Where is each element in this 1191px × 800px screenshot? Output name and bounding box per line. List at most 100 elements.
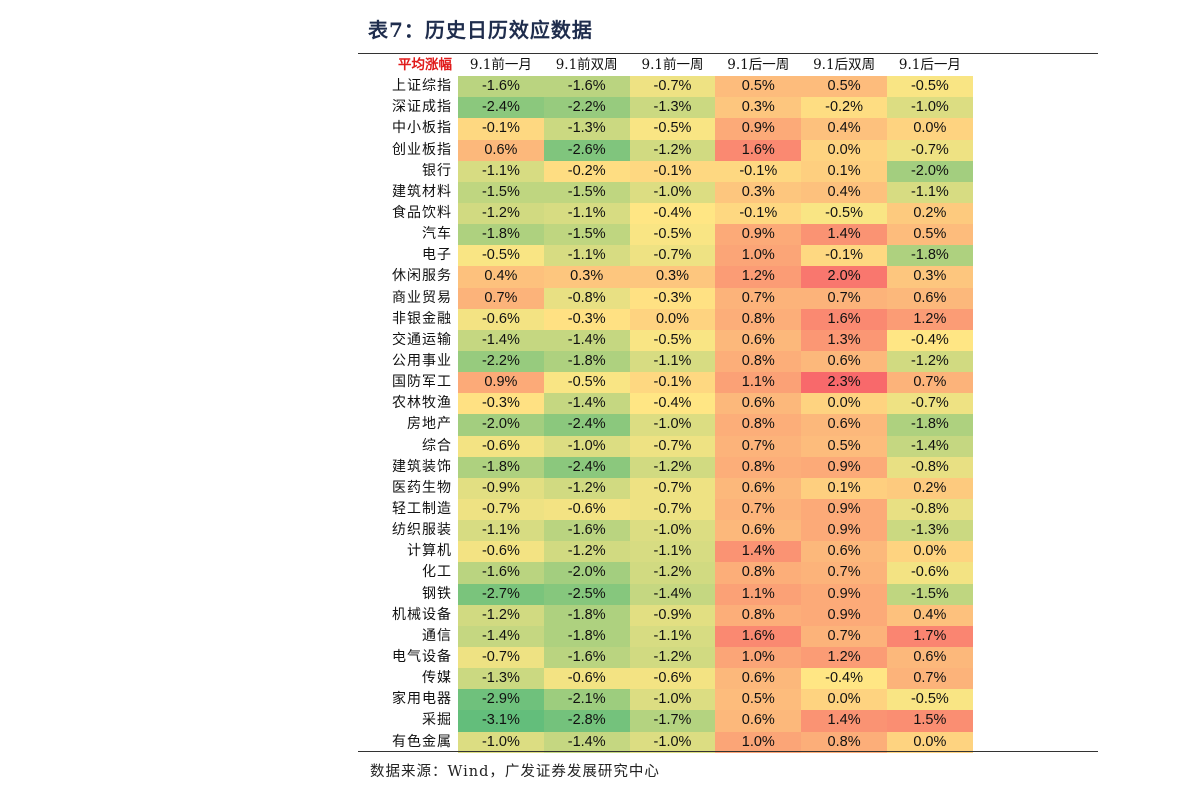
table-row: 综合 -0.6% -1.0% -0.7% 0.7% 0.5% -1.4% [358,435,973,457]
heat-cell: -0.1% [629,160,716,182]
heat-cell: 0.5% [801,435,887,457]
heat-cell: 1.0% [715,646,802,669]
heat-cell: -0.3% [458,393,544,415]
heat-cell: -1.8% [458,224,544,246]
heat-cell: -0.5% [629,118,716,140]
heat-cell: -2.0% [543,562,630,584]
heat-cell: 0.1% [801,160,887,182]
heat-cell: 0.7% [801,562,887,584]
table-row: 电气设备 -0.7% -1.6% -1.2% 1.0% 1.2% 0.6% [358,646,973,669]
heat-cell: -0.6% [543,498,630,521]
table-title: 表7：历史日历效应数据 [368,18,593,42]
row-label: 汽车 [422,226,452,243]
table-row: 电子 -0.5% -1.1% -0.7% 1.0% -0.1% -1.8% [358,245,973,267]
row-label: 采掘 [422,712,452,729]
heat-cell: -0.7% [629,477,716,499]
column-header: 9.1后一周 [727,57,790,74]
heat-cell: 0.0% [801,139,887,161]
heat-cell: 0.0% [886,118,973,140]
heat-cell: 1.6% [715,625,802,647]
corner-label: 平均涨幅 [398,57,452,74]
heat-cell: 0.9% [801,456,887,478]
heat-cell: -1.4% [886,435,973,457]
heat-cell: -2.4% [543,456,630,478]
heat-cell: -0.1% [629,372,716,394]
table-row: 交通运输 -1.4% -1.4% -0.5% 0.6% 1.3% -0.4% [358,329,973,351]
row-label: 化工 [422,564,452,581]
heat-cell: -1.4% [543,731,630,753]
heat-cell: 0.9% [715,118,802,140]
table-row: 建筑材料 -1.5% -1.5% -1.0% 0.3% 0.4% -1.1% [358,181,973,203]
heat-cell: 0.4% [801,181,887,203]
heat-cell: -1.0% [629,414,716,436]
heat-cell: -0.4% [801,668,887,690]
row-label: 创业板指 [392,141,452,158]
heat-cell: 0.6% [801,350,887,373]
heat-cell: -0.7% [886,393,973,415]
table-row: 采掘 -3.1% -2.8% -1.7% 0.6% 1.4% 1.5% [358,710,973,732]
table-row: 商业贸易 0.7% -0.8% -0.3% 0.7% 0.7% 0.6% [358,287,973,309]
heat-cell: -2.2% [543,97,630,119]
heat-cell: 0.8% [715,414,802,436]
row-label: 纺织服装 [392,522,452,539]
heat-cell: 0.9% [715,224,802,246]
heat-cell: -1.1% [543,202,630,225]
row-label: 农林牧渔 [392,395,452,412]
heat-cell: 0.7% [801,287,887,309]
row-label: 综合 [422,437,452,454]
heat-cell: 0.7% [886,668,973,690]
heat-cell: 0.7% [801,625,887,647]
heat-cell: -1.8% [886,245,973,267]
heat-cell: -0.2% [543,160,630,182]
heat-cell: -0.6% [458,541,544,563]
row-label: 建筑材料 [392,183,452,200]
heat-cell: -1.2% [629,562,716,584]
heat-cell: -0.7% [629,498,716,521]
heat-cell: 0.6% [715,393,802,415]
heat-cell: 0.0% [801,393,887,415]
heat-cell: -1.8% [886,414,973,436]
table-row: 计算机 -0.6% -1.2% -1.1% 1.4% 0.6% 0.0% [358,541,973,563]
heat-cell: 0.6% [715,329,802,351]
table-row: 创业板指 0.6% -2.6% -1.2% 1.6% 0.0% -0.7% [358,139,973,161]
heat-cell: 0.4% [801,118,887,140]
heat-cell: -2.1% [543,689,630,711]
bottom-rule [358,751,1098,752]
heat-cell: 0.0% [801,689,887,711]
heat-cell: -1.8% [458,456,544,478]
heat-cell: 0.0% [629,308,716,330]
row-label: 商业贸易 [392,289,452,306]
source-note: 数据来源：Wind，广发证券发展研究中心 [370,764,660,780]
heat-cell: 0.7% [715,287,802,309]
heat-cell: -0.6% [543,668,630,690]
heat-cell: 0.3% [715,181,802,203]
heat-cell: -0.4% [886,329,973,351]
heat-cell: 0.5% [801,76,887,98]
heat-cell: -1.4% [543,329,630,351]
heat-cell: 1.0% [715,731,802,753]
heat-cell: -0.2% [801,97,887,119]
heat-cell: 1.7% [886,625,973,647]
table-row: 公用事业 -2.2% -1.8% -1.1% 0.8% 0.6% -1.2% [358,350,973,373]
row-label: 银行 [422,162,452,179]
heat-cell: -2.8% [543,710,630,732]
heat-cell: -0.9% [458,477,544,499]
heat-cell: -2.0% [886,160,973,182]
heat-cell: -0.6% [629,668,716,690]
heat-cell: -1.0% [629,689,716,711]
heat-cell: -1.4% [629,583,716,605]
table-row: 化工 -1.6% -2.0% -1.2% 0.8% 0.7% -0.6% [358,562,973,584]
row-label: 食品饮料 [392,205,452,222]
heat-cell: -1.2% [629,139,716,161]
heat-cell: -1.4% [458,329,544,351]
row-label: 钢铁 [422,585,452,602]
row-label: 机械设备 [392,606,452,623]
heat-cell: -1.6% [543,76,630,98]
column-header: 9.1后双周 [813,57,876,74]
row-label: 医药生物 [392,479,452,496]
heat-cell: -1.1% [458,160,544,182]
heat-cell: 0.6% [886,287,973,309]
heat-cell: -1.6% [543,646,630,669]
heat-cell: 1.5% [886,710,973,732]
table-row: 食品饮料 -1.2% -1.1% -0.4% -0.1% -0.5% 0.2% [358,202,973,225]
